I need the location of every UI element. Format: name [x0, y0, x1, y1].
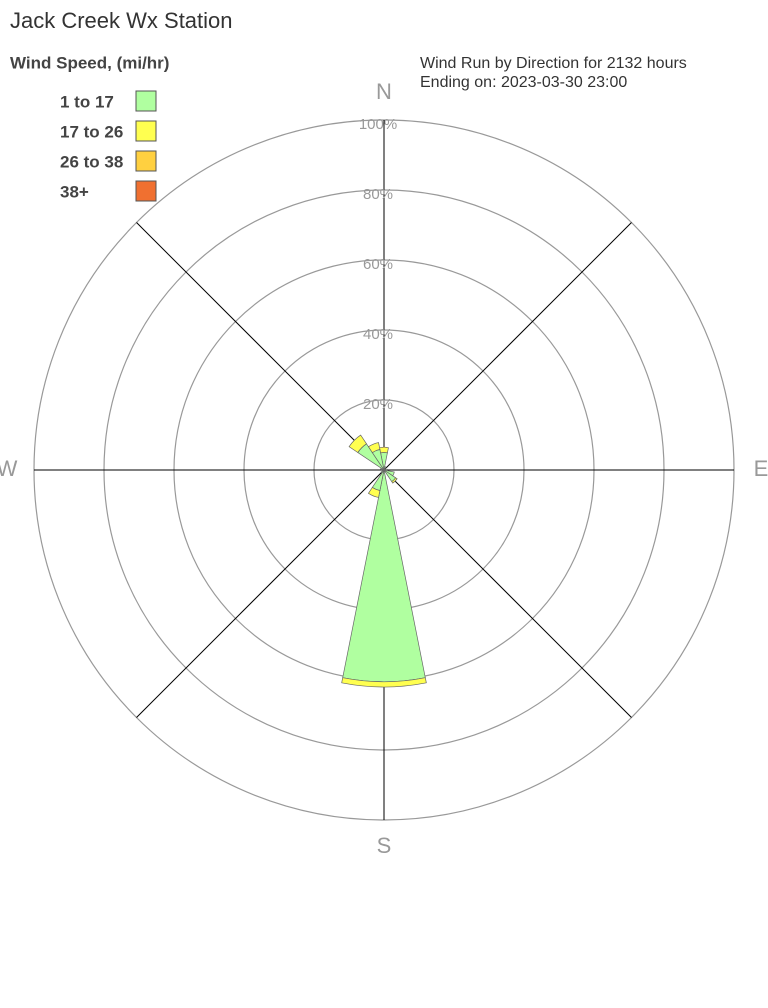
legend-label: 38+	[60, 182, 89, 201]
wedge	[367, 442, 381, 454]
legend-label: 1 to 17	[60, 92, 114, 111]
legend-swatch	[135, 180, 157, 202]
direction-label: N	[376, 79, 392, 104]
r-tick-label: 60%	[363, 256, 393, 273]
wedge	[391, 477, 398, 484]
r-tick-label: 100%	[359, 116, 397, 133]
wedge	[342, 469, 426, 683]
legend-title: Wind Speed, (mi/hr)	[10, 53, 169, 72]
legend-swatch	[135, 150, 157, 172]
legend-swatch	[135, 90, 157, 112]
direction-label: E	[754, 456, 768, 481]
spoke	[383, 222, 632, 471]
r-tick-label: 40%	[363, 326, 393, 343]
r-tick-label: 20%	[363, 396, 393, 413]
spoke	[136, 222, 385, 471]
wedge	[367, 486, 381, 498]
subtitle: Wind Run by Direction for 2132 hours	[420, 55, 687, 72]
direction-label: S	[377, 833, 392, 858]
spoke	[136, 469, 385, 718]
legend-label: 17 to 26	[60, 122, 123, 141]
direction-label: W	[0, 456, 18, 481]
wedge	[341, 677, 427, 688]
chart-title: Jack Creek Wx Station	[10, 8, 233, 33]
wedge	[379, 446, 389, 454]
legend-swatch	[135, 120, 157, 142]
legend-label: 26 to 38	[60, 152, 123, 171]
r-tick-label: 80%	[363, 186, 393, 203]
subtitle: Ending on: 2023-03-30 23:00	[420, 74, 627, 91]
wedge	[348, 434, 367, 453]
spoke	[383, 469, 632, 718]
